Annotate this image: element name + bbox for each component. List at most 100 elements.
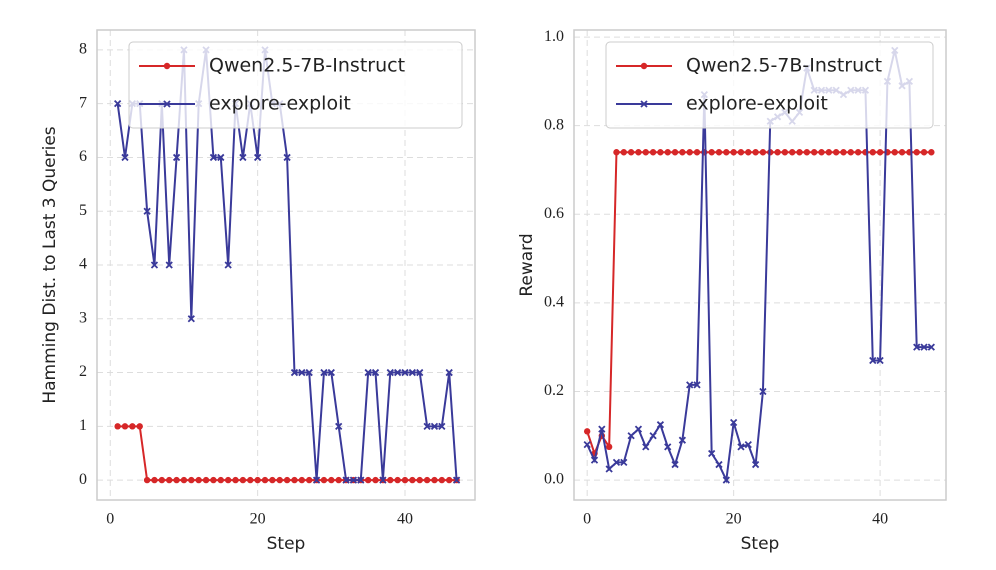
marker: [224, 476, 232, 484]
marker: [143, 207, 151, 215]
marker: [335, 476, 342, 484]
marker: [143, 476, 151, 484]
marker: [708, 149, 715, 156]
marker: [679, 149, 686, 156]
marker: [605, 465, 613, 473]
marker: [290, 368, 299, 377]
marker: [891, 149, 898, 156]
marker: [291, 476, 298, 484]
marker: [664, 149, 671, 156]
marker: [656, 421, 665, 429]
marker: [372, 476, 379, 484]
marker: [202, 476, 210, 484]
marker: [431, 476, 438, 484]
marker: [613, 149, 620, 156]
legend: Qwen2.5-7B-Instruct explore-exploit: [605, 41, 934, 129]
marker: [620, 149, 627, 156]
marker: [898, 149, 906, 156]
marker: [920, 343, 928, 351]
marker: [927, 343, 935, 351]
marker: [239, 153, 247, 162]
marker: [810, 149, 818, 156]
marker: [114, 423, 121, 430]
marker: [620, 458, 628, 466]
marker: [913, 343, 921, 351]
marker: [409, 476, 416, 484]
marker: [166, 476, 173, 484]
marker: [693, 381, 701, 389]
marker: [232, 476, 239, 484]
y-tick-label: 1: [79, 417, 87, 434]
marker: [664, 443, 672, 451]
marker: [642, 149, 649, 156]
marker: [423, 422, 431, 430]
marker: [342, 476, 350, 484]
y-tick-label: 0.0: [544, 471, 564, 488]
y-tick-label: 4: [79, 256, 87, 273]
axes-frame: [96, 29, 476, 501]
marker: [590, 456, 599, 464]
marker: [165, 261, 173, 269]
marker: [832, 149, 840, 156]
marker: [364, 476, 372, 484]
marker: [188, 476, 195, 484]
marker: [627, 432, 635, 440]
marker: [151, 476, 158, 484]
marker: [745, 149, 752, 156]
marker: [876, 149, 884, 156]
marker: [723, 149, 730, 156]
marker: [796, 149, 803, 156]
marker: [722, 476, 730, 484]
marker: [401, 368, 409, 377]
marker: [393, 368, 402, 377]
marker: [598, 425, 606, 433]
marker: [158, 476, 166, 484]
marker: [430, 422, 439, 430]
marker: [737, 443, 745, 451]
marker: [298, 368, 306, 377]
marker: [283, 153, 291, 162]
marker: [678, 436, 687, 444]
marker: [401, 476, 409, 484]
marker: [686, 381, 694, 389]
marker: [708, 449, 716, 458]
marker: [276, 476, 283, 484]
marker: [254, 476, 261, 484]
marker: [129, 423, 136, 430]
marker: [312, 476, 321, 484]
marker: [693, 149, 701, 156]
y-tick-label: 7: [79, 94, 87, 111]
marker: [173, 476, 180, 484]
marker: [269, 476, 276, 484]
marker: [180, 476, 188, 484]
marker: [686, 149, 693, 156]
x-tick-label: 0: [583, 511, 591, 528]
marker: [803, 149, 811, 156]
marker: [320, 368, 328, 377]
y-tick-label: 0.2: [544, 382, 564, 399]
marker: [379, 476, 387, 484]
marker: [744, 440, 752, 449]
marker: [438, 422, 446, 430]
marker: [583, 440, 591, 449]
marker: [357, 476, 365, 484]
marker: [386, 368, 394, 377]
marker: [224, 261, 232, 269]
marker: [649, 149, 657, 156]
marker: [283, 476, 291, 484]
y-tick-label: 1.0: [544, 28, 564, 45]
y-axis-label: Hamming Dist. to Last 3 Queries: [40, 126, 60, 403]
marker: [306, 476, 313, 484]
marker: [416, 368, 424, 377]
marker: [876, 356, 884, 365]
marker: [261, 476, 269, 484]
marker: [209, 153, 218, 162]
marker: [781, 149, 789, 156]
y-tick-label: 3: [79, 309, 87, 326]
marker: [320, 476, 328, 484]
marker: [818, 149, 825, 156]
x-tick-label: 20: [726, 511, 742, 528]
marker: [195, 476, 202, 484]
marker: [657, 149, 664, 156]
